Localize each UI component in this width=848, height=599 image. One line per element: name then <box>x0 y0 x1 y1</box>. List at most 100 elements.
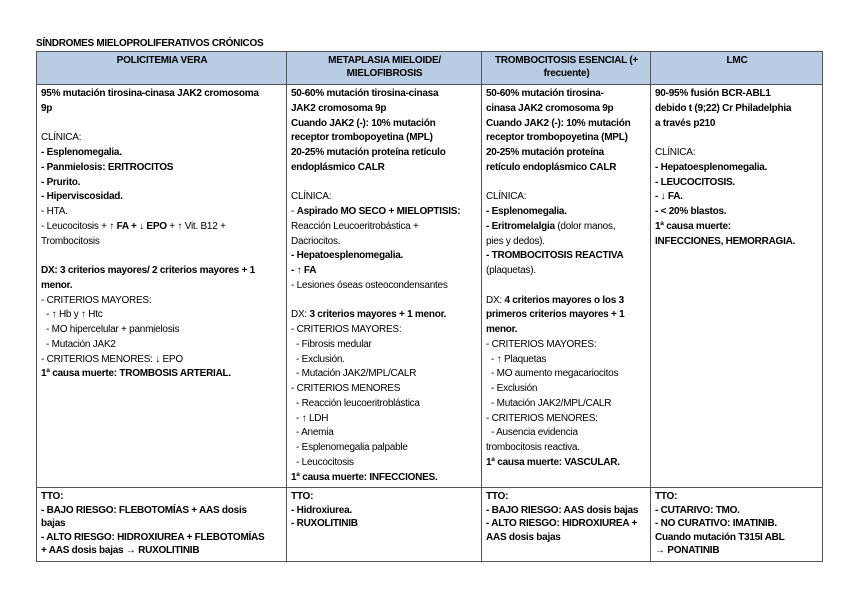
text-line: AAS dosis bajas <box>486 531 647 545</box>
text-line: menor. <box>41 279 283 294</box>
text-line: - LEUCOCITOSIS. <box>655 176 819 191</box>
text-line: - < 20% blastos. <box>655 205 819 220</box>
treatment-row: TTO: - BAJO RIESGO: FLEBOTOMÍAS + AAS dos… <box>36 487 823 563</box>
text-line: - NO CURATIVO: IMATINIB. <box>655 517 819 531</box>
text-line: (plaquetas). <box>486 264 647 279</box>
text-run: Reacción Leucoeritrobástica + <box>291 220 419 232</box>
text-line: TTO: <box>486 490 647 504</box>
text-run: - RUXOLITINIB <box>291 518 358 530</box>
text-line: - CRITERIOS MAYORES: <box>291 323 478 338</box>
text-line: - Fibrosis medular <box>291 338 478 353</box>
text-line: - MO hipercelular + panmielosis <box>41 323 283 338</box>
text-line: - Lesiones óseas osteocondensantes <box>291 279 478 294</box>
text-run: - Hepatoesplenomegalia. <box>655 161 768 173</box>
text-line: bajas <box>41 517 283 531</box>
header-lmc: LMC <box>650 51 823 85</box>
text-run: - Ausencia evidencia <box>486 427 578 439</box>
text-run: (plaquetas). <box>486 265 536 276</box>
text-line: - Mutación JAK2 <box>41 338 283 353</box>
text-run: 20-25% mutación proteína <box>486 147 604 158</box>
text-run: debido t (9;22) Cr Philadelphia <box>655 102 792 114</box>
text-run: 4 criterios mayores o los 3 <box>504 294 624 306</box>
text-line <box>291 294 478 309</box>
text-run: - Eritromelalgia <box>486 220 555 232</box>
text-line: 95% mutación tirosina-cinasa JAK2 cromos… <box>41 87 283 102</box>
text-line: endoplásmico CALR <box>291 161 478 176</box>
text-run: 50-60% mutación tirosina-cinasa <box>291 88 439 99</box>
text-line: CLÍNICA: <box>655 146 819 161</box>
text-line <box>486 279 647 294</box>
header-line: LMC <box>726 55 748 66</box>
text-line <box>655 131 819 146</box>
text-line: - Panmielosis: ERITROCITOS <box>41 161 283 176</box>
text-line: a través p210 <box>655 117 819 132</box>
text-line: 1ª causa muerte: VASCULAR. <box>486 456 647 471</box>
text-run: - ↑ FA <box>291 265 317 276</box>
text-line: - BAJO RIESGO: FLEBOTOMÍAS + AAS dosis <box>41 504 283 518</box>
text-line: TTO: <box>655 490 819 504</box>
treatment-lmc: TTO: - CUTARIVO: TMO. - NO CURATIVO: IMATI… <box>650 487 823 563</box>
text-run: primeros criterios mayores + 1 <box>486 309 625 321</box>
text-run: 95% mutación tirosina-cinasa JAK2 cromos… <box>41 88 259 99</box>
text-run: Aspirado MO SECO + MIELOPTISIS: <box>296 206 461 217</box>
text-run: 1ª causa muerte: VASCULAR. <box>486 456 620 468</box>
text-run: - TROMBOCITOSIS REACTIVA <box>486 250 624 262</box>
text-run: - ALTO RIESGO: HIDROXIUREA + <box>486 518 638 530</box>
treatment-metaplasia-mieloide: TTO: - Hidroxiurea. - RUXOLITINIB <box>286 487 482 563</box>
treatment-policitemia-vera: TTO: - BAJO RIESGO: FLEBOTOMÍAS + AAS dos… <box>36 487 287 563</box>
text-run: DX: <box>486 294 505 306</box>
text-run: endoplásmico CALR <box>291 161 385 173</box>
text-run: - NO CURATIVO: IMATINIB. <box>655 518 777 530</box>
text-run: → PONATINIB <box>655 545 720 557</box>
text-line: - CRITERIOS MENORES: <box>486 412 647 427</box>
text-run: Trombocitosis <box>41 235 100 247</box>
text-line: - Esplenomegalia. <box>486 205 647 220</box>
text-run: - Exclusión. <box>291 353 345 365</box>
text-run: - Mutación JAK2 <box>41 338 116 350</box>
text-line: 20-25% mutación proteína <box>486 146 647 161</box>
text-run: - <box>291 206 297 217</box>
text-line: - Ausencia evidencia <box>486 426 647 441</box>
text-line <box>486 176 647 191</box>
text-line: - ↑ LDH <box>291 412 478 427</box>
text-run: - ALTO RIESGO: HIDROXIUREA + FLEBOTOMÍAS <box>41 531 265 543</box>
text-run: - Esplenomegalia. <box>486 206 567 217</box>
text-line: retículo endoplásmico CALR <box>486 161 647 176</box>
text-line: - Anemia <box>291 426 478 441</box>
text-line: - Exclusión. <box>291 353 478 368</box>
text-run: - Exclusión <box>486 383 538 394</box>
cell-policitemia-vera: 95% mutación tirosina-cinasa JAK2 cromos… <box>36 83 287 489</box>
text-line: - Leucocitosis + ↑ FA + ↓ EPO + ↑ Vit. B… <box>41 220 283 235</box>
text-run: Cuando mutación T315I ABL <box>655 531 785 543</box>
text-line <box>41 117 283 132</box>
text-run: - ↓ FA. <box>655 191 683 203</box>
text-line: - Exclusión <box>486 382 647 397</box>
header-line: frecuente) <box>543 68 590 79</box>
text-run: - BAJO RIESGO: AAS dosis bajas <box>486 504 639 516</box>
text-line: DX: 4 criterios mayores o los 3 <box>486 294 647 309</box>
text-line: Cuando JAK2 (-): 10% mutación <box>291 117 478 132</box>
text-run: - CUTARIVO: TMO. <box>655 504 740 516</box>
text-run: retículo endoplásmico CALR <box>486 161 617 173</box>
text-line: Dacriocitos. <box>291 235 478 250</box>
text-run: Cuando JAK2 (-): 10% mutación <box>291 117 436 129</box>
text-line: CLÍNICA: <box>291 190 478 205</box>
header-line: POLICITEMIA VERA <box>116 55 208 66</box>
text-run: ↑ FA + ↓ EPO <box>109 220 167 232</box>
text-run: 50-60% mutación tirosina- <box>486 88 604 99</box>
text-run: cinasa JAK2 cromosoma 9p <box>486 102 614 114</box>
text-run: - MO hipercelular + panmielosis <box>41 324 180 335</box>
text-line: - Prurito. <box>41 176 283 191</box>
text-line: - Reacción leucoeritroblástica <box>291 397 478 412</box>
text-run: TTO: <box>41 491 64 503</box>
header-policitemia-vera: POLICITEMIA VERA <box>36 51 287 85</box>
text-run: DX: <box>291 309 310 321</box>
text-line: - RUXOLITINIB <box>291 517 478 531</box>
text-line: - BAJO RIESGO: AAS dosis bajas <box>486 504 647 518</box>
text-line: DX: 3 criterios mayores + 1 menor. <box>291 308 478 323</box>
text-line: 1ª causa muerte: INFECCIONES. <box>291 471 478 486</box>
text-run: CLÍNICA: <box>291 191 332 203</box>
text-line: menor. <box>486 323 647 338</box>
text-run: DX: 3 criterios mayores/ 2 criterios may… <box>41 265 255 276</box>
text-run: - HTA. <box>41 206 68 217</box>
